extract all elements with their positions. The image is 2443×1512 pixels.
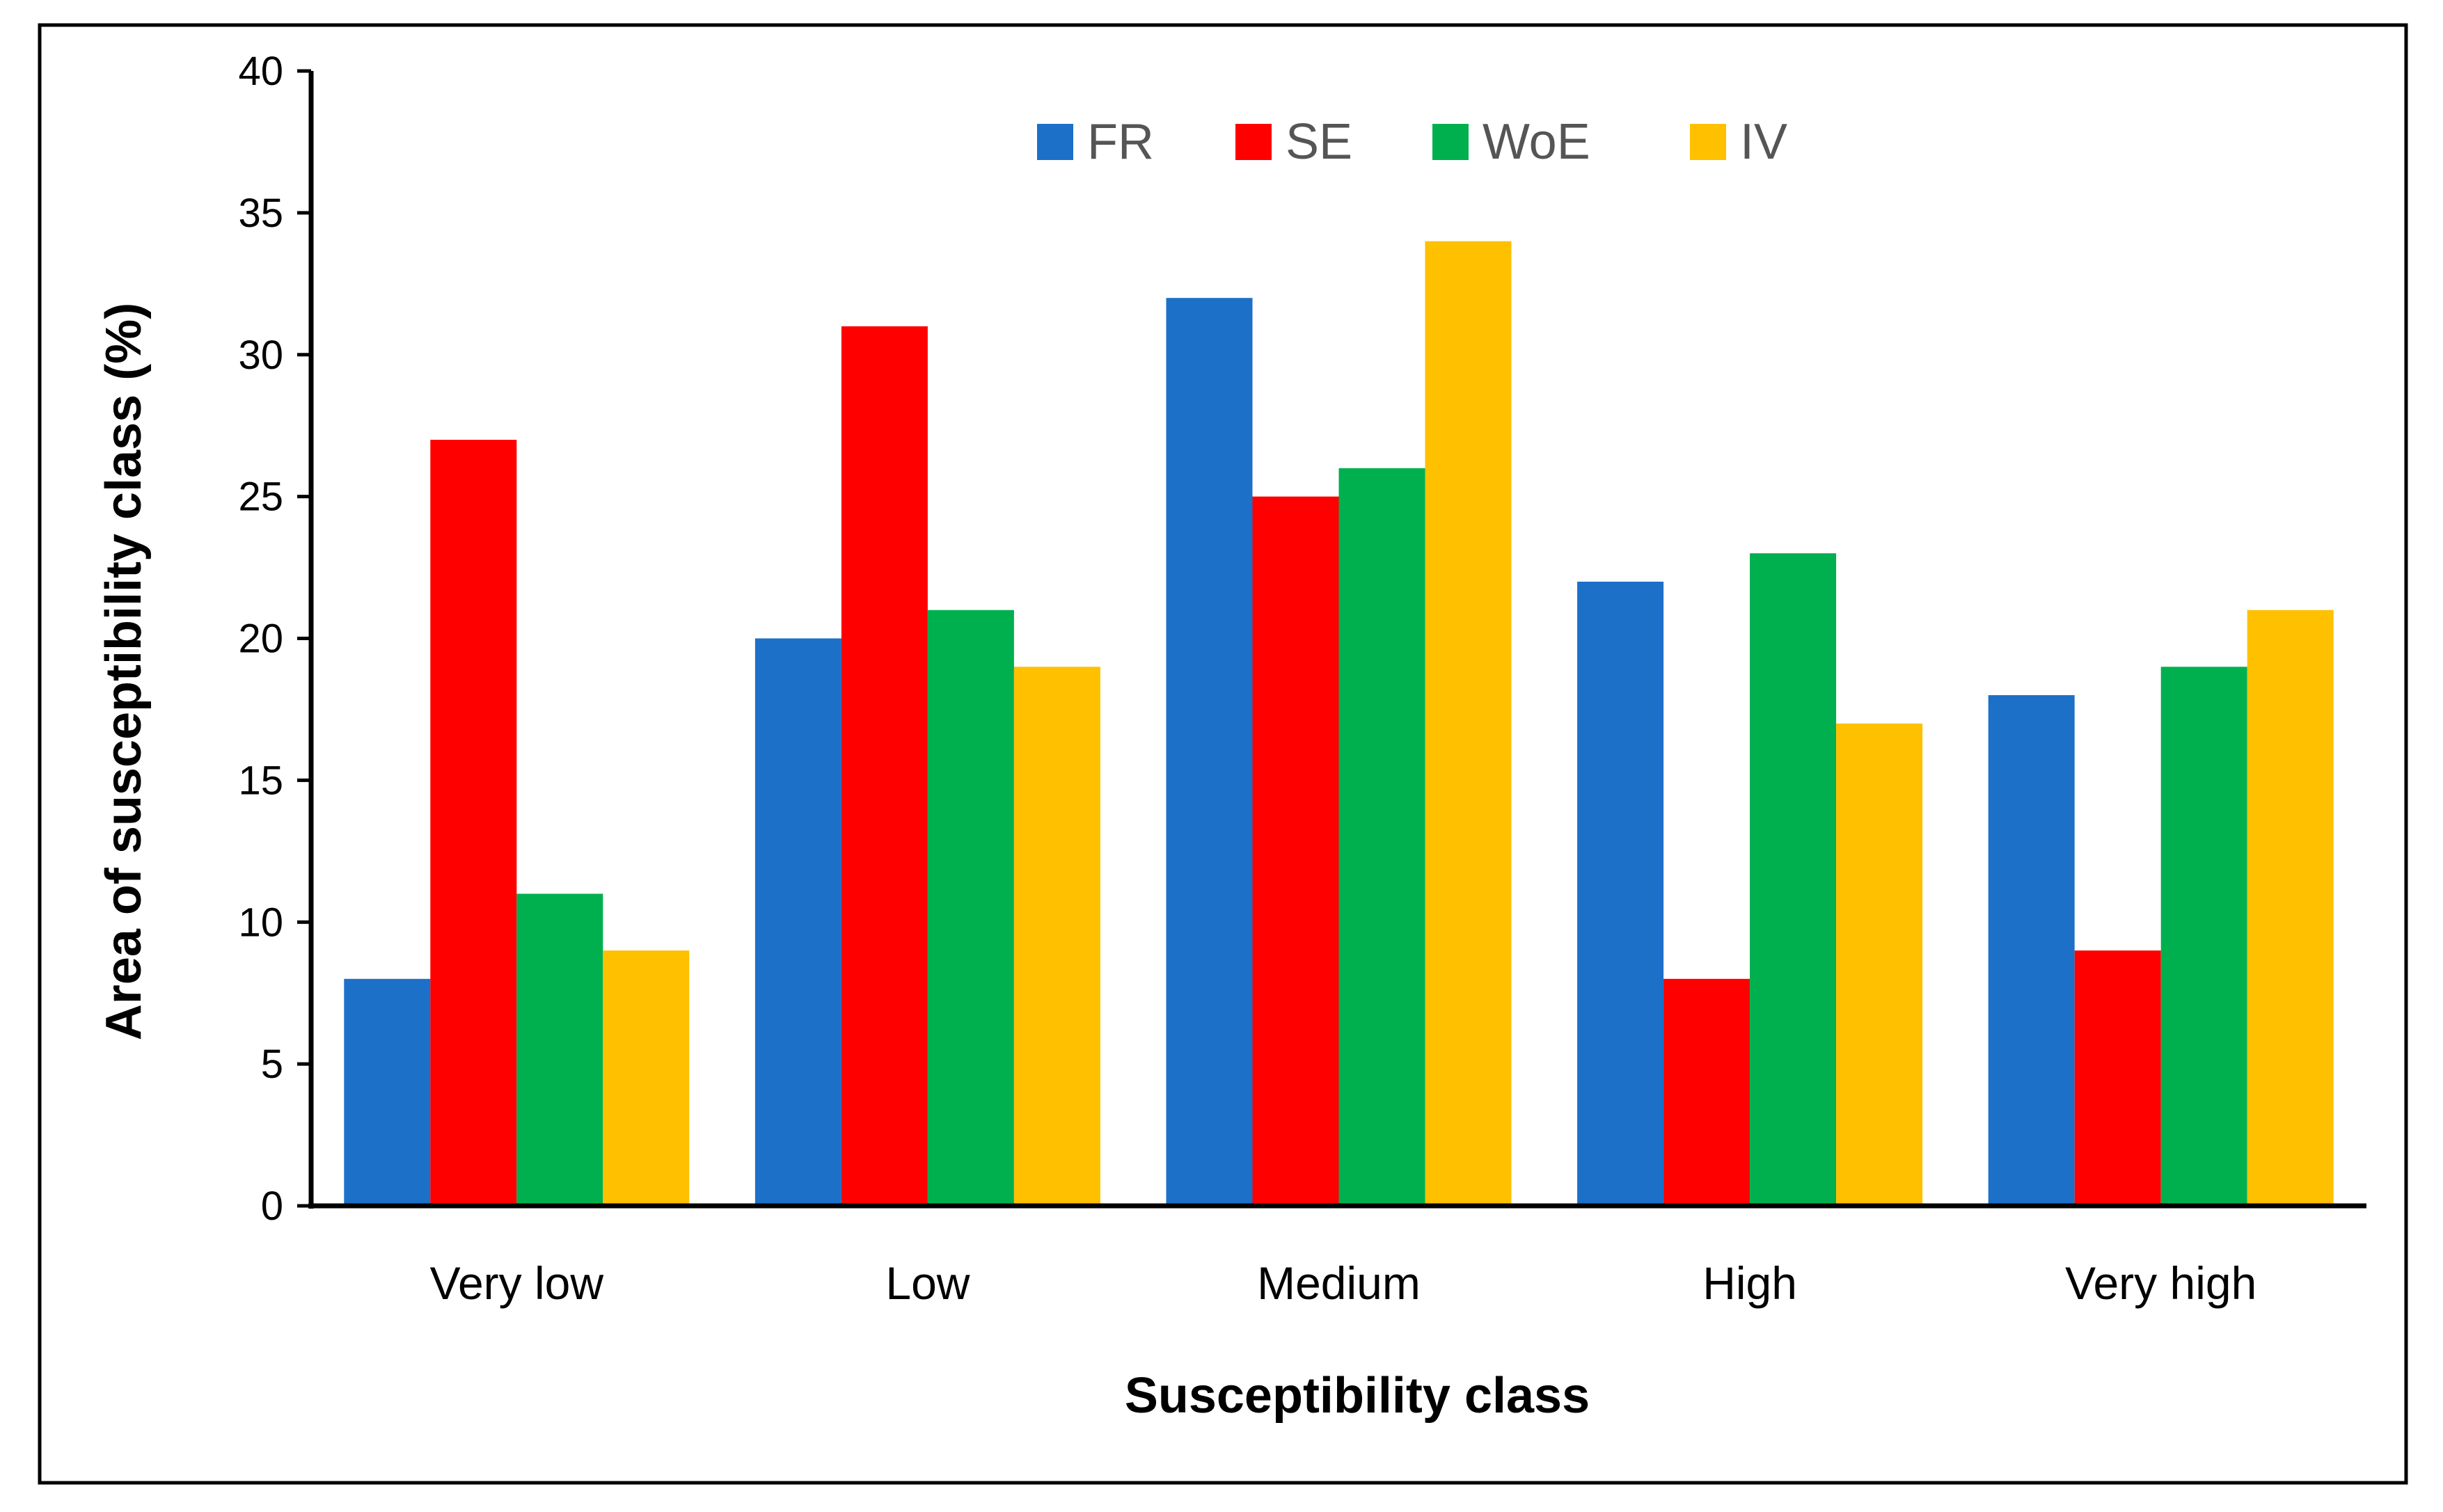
bar-se-low <box>841 326 928 1207</box>
bar-iv-very-high <box>2247 610 2334 1206</box>
legend-swatch-iv <box>1690 124 1726 160</box>
bar-fr-very-low <box>344 978 431 1206</box>
bar-woe-medium <box>1338 468 1425 1206</box>
y-tick-label: 25 <box>238 475 283 520</box>
bar-woe-very-high <box>2160 667 2247 1206</box>
legend-label-se: SE <box>1286 114 1352 170</box>
legend-swatch-woe <box>1432 124 1469 160</box>
legend-label-fr: FR <box>1087 114 1154 170</box>
bar-se-high <box>1663 978 1750 1206</box>
y-axis-title: Area of susceptibility class (%) <box>96 303 152 1040</box>
y-tick-label: 20 <box>238 616 283 662</box>
legend-label-woe: WoE <box>1483 114 1590 170</box>
x-tick-label-very-high: Very high <box>2065 1257 2256 1309</box>
bar-fr-medium <box>1166 298 1253 1207</box>
bar-woe-low <box>927 610 1014 1206</box>
y-tick-label: 0 <box>261 1184 283 1229</box>
bar-se-very-low <box>430 440 517 1207</box>
legend-label-iv: IV <box>1740 114 1787 170</box>
x-tick-label-medium: Medium <box>1257 1257 1421 1309</box>
y-tick-label: 5 <box>261 1042 283 1087</box>
bar-woe-very-low <box>516 893 603 1206</box>
bar-woe-high <box>1750 553 1837 1206</box>
bar-se-very-high <box>2074 950 2161 1206</box>
bar-fr-high <box>1577 581 1664 1206</box>
x-axis: Very low Low Medium High Very high <box>308 1203 2366 1309</box>
x-tick-label-high: High <box>1702 1257 1797 1309</box>
bar-iv-high <box>1836 723 1923 1206</box>
y-tick-label: 35 <box>238 191 283 236</box>
bar-fr-very-high <box>1988 695 2075 1206</box>
bars-group <box>344 241 2334 1207</box>
bar-fr-low <box>754 638 841 1206</box>
bar-se-medium <box>1252 496 1339 1206</box>
y-tick-label: 10 <box>238 900 283 945</box>
bar-iv-very-low <box>603 950 690 1206</box>
bar-iv-medium <box>1425 241 1512 1206</box>
legend-swatch-se <box>1235 124 1272 160</box>
y-axis: 0 5 10 15 20 25 30 35 40 <box>238 49 314 1229</box>
x-tick-label-low: Low <box>885 1257 970 1309</box>
x-axis-title: Susceptibility class <box>1125 1368 1590 1424</box>
y-tick-label: 40 <box>238 49 283 94</box>
y-tick-label: 15 <box>238 758 283 803</box>
legend: FR SE WoE IV <box>1037 114 1787 170</box>
bar-iv-low <box>1013 667 1100 1206</box>
x-tick-label-very-low: Very low <box>430 1257 604 1309</box>
y-tick-label: 30 <box>238 333 283 378</box>
legend-swatch-fr <box>1037 124 1073 160</box>
